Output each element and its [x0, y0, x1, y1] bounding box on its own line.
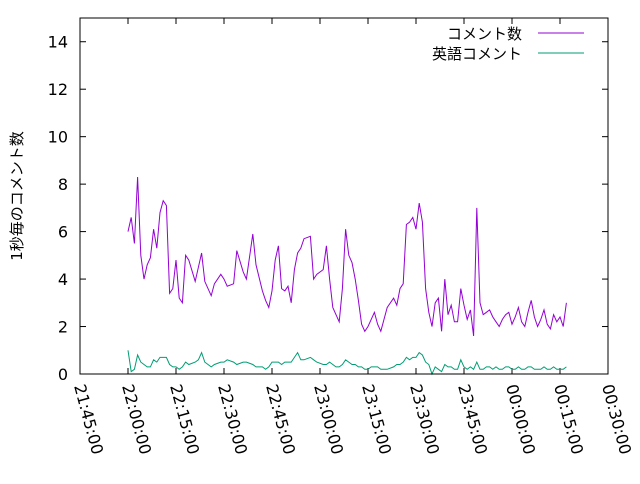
series-line-1 [127, 350, 567, 376]
x-tick-label: 22:45:00 [262, 382, 299, 456]
legend-label-0: コメント数 [447, 25, 522, 43]
x-tick-labels: 21:45:00 22:00:00 22:15:00 22:30:00 22:45:00… [70, 382, 635, 456]
y-tick-label: 8 [58, 175, 68, 194]
x-tick-label: 22:00:00 [118, 382, 155, 456]
y-tick-labels: 0 2 4 6 8 10 12 14 [48, 33, 68, 384]
x-tick-label: 23:45:00 [454, 382, 491, 456]
y-tick-label: 4 [58, 270, 68, 289]
x-tick-label: 23:00:00 [310, 382, 347, 456]
x-tick-label: 23:30:00 [406, 382, 443, 456]
x-tick-label: 00:30:00 [598, 382, 635, 456]
series-lines [127, 176, 567, 376]
y-tick-label: 10 [48, 128, 68, 147]
series-line-0 [127, 176, 567, 337]
legend-label-1: 英語コメント [432, 45, 522, 63]
y-tick-label: 14 [48, 33, 68, 52]
x-tick-label: 23:15:00 [358, 382, 395, 456]
x-tick-label: 22:15:00 [166, 382, 203, 456]
plot-area-frame [79, 17, 609, 375]
y-axis-label: 1秒毎のコメント数 [8, 131, 26, 261]
y-tick-label: 12 [48, 80, 68, 99]
x-tick-label: 22:30:00 [214, 382, 251, 456]
x-tick-label: 00:00:00 [502, 382, 539, 456]
y-tick-label: 2 [58, 318, 68, 337]
tick-marks [79, 18, 609, 375]
y-tick-label: 6 [58, 223, 68, 242]
x-tick-label: 00:15:00 [550, 382, 587, 456]
x-tick-label: 21:45:00 [70, 382, 107, 456]
y-tick-label: 0 [58, 365, 68, 384]
